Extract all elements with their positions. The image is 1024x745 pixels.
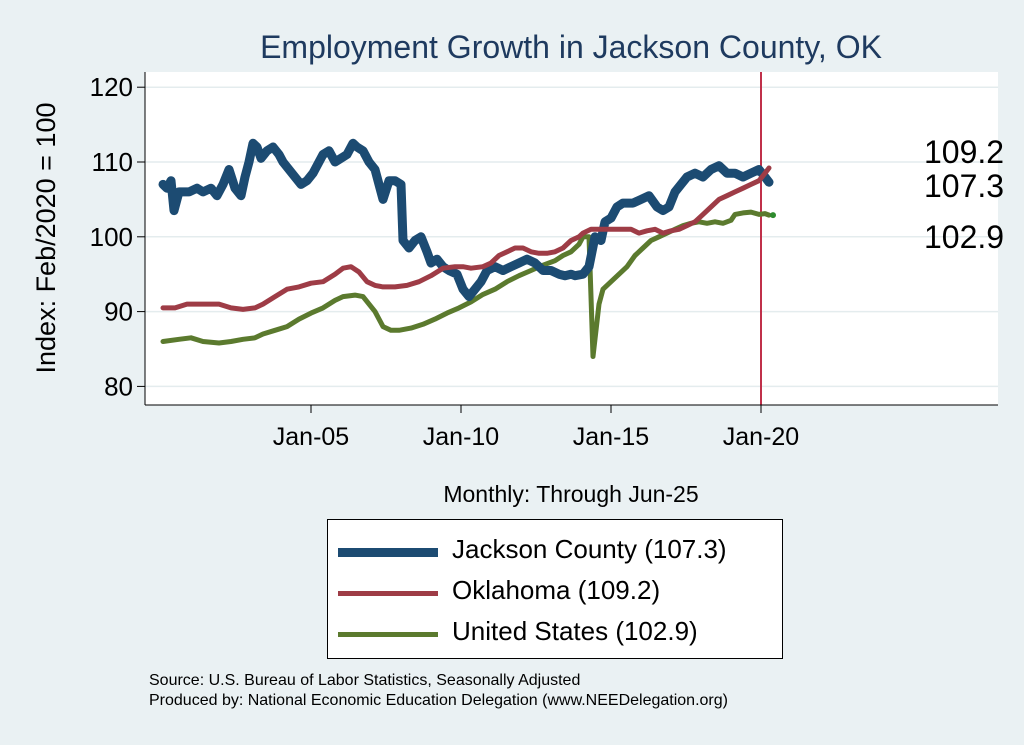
x-tick-label-Jan-15: Jan-15 [573,423,649,451]
series-line-jackson-county [158,138,774,302]
legend-item-oklahoma: Oklahoma (109.2) [328,573,782,613]
legend-swatch-us [338,632,438,637]
end-label-jackson-county: 107.3 [924,168,1004,204]
legend-label-jackson: Jackson County (107.3) [452,534,727,564]
legend-swatch-oklahoma [338,591,438,596]
x-tick-label-Jan-10: Jan-10 [423,423,499,451]
y-axis-ticks: 80 90 100 110 120 [90,72,145,401]
x-tick-label-Jan-05: Jan-05 [273,423,349,451]
producer-note: Produced by: National Economic Education… [149,692,728,709]
legend-swatch-jackson [338,548,438,557]
end-label-oklahoma: 109.2 [924,134,1004,170]
legend-item-jackson: Jackson County (107.3) [328,532,782,572]
x-axis-label: Monthly: Through Jun-25 [443,481,698,507]
end-label-united-states: 102.9 [924,219,1004,255]
legend: Jackson County (107.3) Oklahoma (109.2) … [327,519,783,659]
legend-label-oklahoma: Oklahoma (109.2) [452,575,661,605]
series-group [158,138,776,359]
y-axis-label: Index: Feb/2020 = 100 [31,103,61,374]
y-tick-label-80: 80 [104,371,133,401]
y-tick-label-120: 120 [90,72,133,102]
us-end-marker [770,212,776,219]
chart-title: Employment Growth in Jackson County, OK [260,29,882,65]
y-tick-label-100: 100 [90,222,133,252]
x-axis-ticks: Jan-05 Jan-10 Jan-15 Jan-20 [273,405,799,451]
series-line-oklahoma [160,165,772,312]
legend-label-us: United States (102.9) [452,616,698,646]
y-tick-label-90: 90 [104,297,133,327]
y-tick-label-110: 110 [92,147,133,177]
source-note: Source: U.S. Bureau of Labor Statistics,… [149,672,581,689]
x-tick-label-Jan-20: Jan-20 [723,423,799,451]
legend-item-us: United States (102.9) [328,614,782,654]
